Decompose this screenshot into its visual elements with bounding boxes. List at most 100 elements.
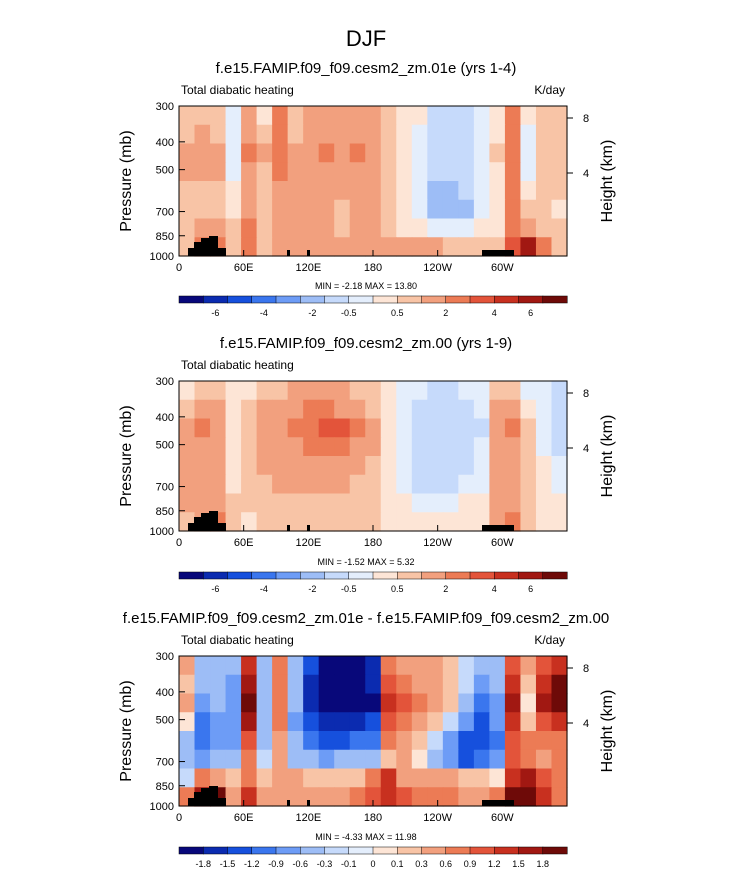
heatmap-cell bbox=[535, 768, 553, 788]
heatmap-cell bbox=[473, 456, 490, 476]
heatmap-cell bbox=[287, 162, 304, 182]
colorbar-swatch bbox=[494, 295, 520, 304]
heatmap-cell bbox=[225, 199, 242, 220]
panel-1: f.e15.FAMIP.f09_f09.cesm2_zm.01e (yrs 1-… bbox=[118, 60, 616, 318]
heatmap-cell bbox=[303, 512, 320, 532]
heatmap-cell bbox=[535, 456, 553, 476]
colorbar-swatch bbox=[372, 571, 398, 580]
heatmap-cell bbox=[349, 474, 366, 495]
heatmap-cell bbox=[535, 731, 553, 751]
heatmap-cell bbox=[303, 381, 320, 401]
heatmap-cell bbox=[210, 381, 227, 401]
colorbar: -6 -4 -2 -0.5 0.5 2 4 6 bbox=[178, 295, 568, 318]
heatmap-cell bbox=[272, 418, 289, 438]
heatmap-cell bbox=[225, 143, 242, 163]
heatmap-cell bbox=[179, 124, 196, 145]
heatmap-cell bbox=[427, 768, 444, 788]
colorbar-swatch bbox=[518, 846, 544, 855]
heatmap-cell bbox=[303, 693, 320, 713]
heatmap-cell bbox=[411, 437, 428, 457]
heatmap-cell bbox=[287, 768, 304, 788]
y-tick-label: 500 bbox=[156, 440, 174, 452]
heatmap-cell bbox=[225, 674, 242, 695]
heatmap-cell bbox=[194, 474, 211, 495]
heatmap-cell bbox=[179, 437, 196, 457]
heatmap-cell bbox=[318, 712, 335, 732]
heatmap-cell bbox=[489, 218, 506, 238]
heatmap-cell bbox=[489, 199, 506, 220]
heatmap-cell bbox=[318, 437, 335, 457]
heatmap-cell bbox=[380, 712, 397, 732]
heatmap-cell bbox=[179, 218, 196, 238]
heatmap-cell bbox=[287, 199, 304, 220]
heatmap-cell bbox=[411, 162, 428, 182]
heatmap-cell bbox=[380, 237, 397, 257]
heatmap-cell bbox=[473, 399, 490, 420]
topography-block bbox=[188, 798, 197, 806]
heatmap-cell bbox=[210, 674, 227, 695]
heatmap-cell bbox=[287, 181, 304, 201]
colorbar-label: -4 bbox=[260, 308, 268, 318]
heatmap-cell bbox=[225, 787, 242, 807]
colorbar-label: -4 bbox=[260, 584, 268, 594]
heatmap-cell bbox=[287, 237, 304, 257]
heatmap-cell bbox=[427, 731, 444, 751]
y-tick-label: 400 bbox=[156, 412, 174, 424]
heatmap-cell bbox=[396, 474, 413, 495]
heatmap-cell bbox=[365, 381, 382, 401]
colorbar-swatch bbox=[203, 295, 229, 304]
heatmap-cell bbox=[551, 493, 568, 513]
heatmap-cell bbox=[272, 218, 289, 238]
heatmap-cells bbox=[179, 656, 568, 807]
y-tick-label: 700 bbox=[156, 482, 174, 494]
heatmap-cell bbox=[225, 749, 242, 770]
heatmap-cell bbox=[334, 768, 351, 788]
colorbar-label: 0.3 bbox=[415, 859, 428, 869]
heatmap-cell bbox=[427, 674, 444, 695]
heatmap-cell bbox=[551, 399, 568, 420]
colorbar-label: 4 bbox=[492, 308, 497, 318]
heatmap-cell bbox=[210, 162, 227, 182]
colorbar-swatch bbox=[494, 571, 520, 580]
heatmap-cell bbox=[551, 787, 568, 807]
heatmap-cell bbox=[489, 106, 506, 126]
y-tick-label: 850 bbox=[156, 781, 174, 793]
heatmap-cell bbox=[427, 493, 444, 513]
colorbar-label: 0.5 bbox=[391, 584, 404, 594]
heatmap-cell bbox=[411, 787, 428, 807]
heatmap-cell bbox=[442, 787, 459, 807]
heatmap-cell bbox=[380, 512, 397, 532]
heatmap-cell bbox=[179, 656, 196, 676]
heatmap-cell bbox=[272, 237, 289, 257]
heatmap-cell bbox=[427, 512, 444, 532]
heatmap-cell bbox=[225, 693, 242, 713]
heatmap-cell bbox=[256, 656, 273, 676]
heatmap-cell bbox=[411, 656, 428, 676]
heatmap-cell bbox=[411, 674, 428, 695]
units-label: K/day bbox=[534, 633, 565, 647]
heatmap-cell bbox=[396, 768, 413, 788]
heatmap-cell bbox=[473, 181, 490, 201]
heatmap-cell bbox=[318, 381, 335, 401]
heatmap-cell bbox=[303, 656, 320, 676]
right-tick-label: 8 bbox=[583, 663, 589, 675]
heatmap-cell bbox=[179, 143, 196, 163]
colorbar-swatch bbox=[397, 846, 423, 855]
heatmap-cell bbox=[256, 768, 273, 788]
heatmap-cell bbox=[427, 181, 444, 201]
heatmap-cell bbox=[225, 399, 242, 420]
heatmap-cell bbox=[520, 674, 537, 695]
y-axis-label: Pressure (mb) bbox=[118, 680, 135, 781]
heatmap-cell bbox=[520, 456, 537, 476]
heatmap-cell bbox=[241, 456, 258, 476]
y-tick-label: 850 bbox=[156, 231, 174, 243]
heatmap-cell bbox=[256, 712, 273, 732]
heatmap-cell bbox=[458, 474, 475, 495]
heatmap-cell bbox=[241, 493, 258, 513]
heatmap-cell bbox=[520, 512, 537, 532]
heatmap-cell bbox=[504, 437, 522, 457]
heatmap-cell bbox=[225, 106, 242, 126]
heatmap-cell bbox=[272, 749, 289, 770]
heatmap-cell bbox=[225, 162, 242, 182]
heatmap-cell bbox=[365, 712, 382, 732]
